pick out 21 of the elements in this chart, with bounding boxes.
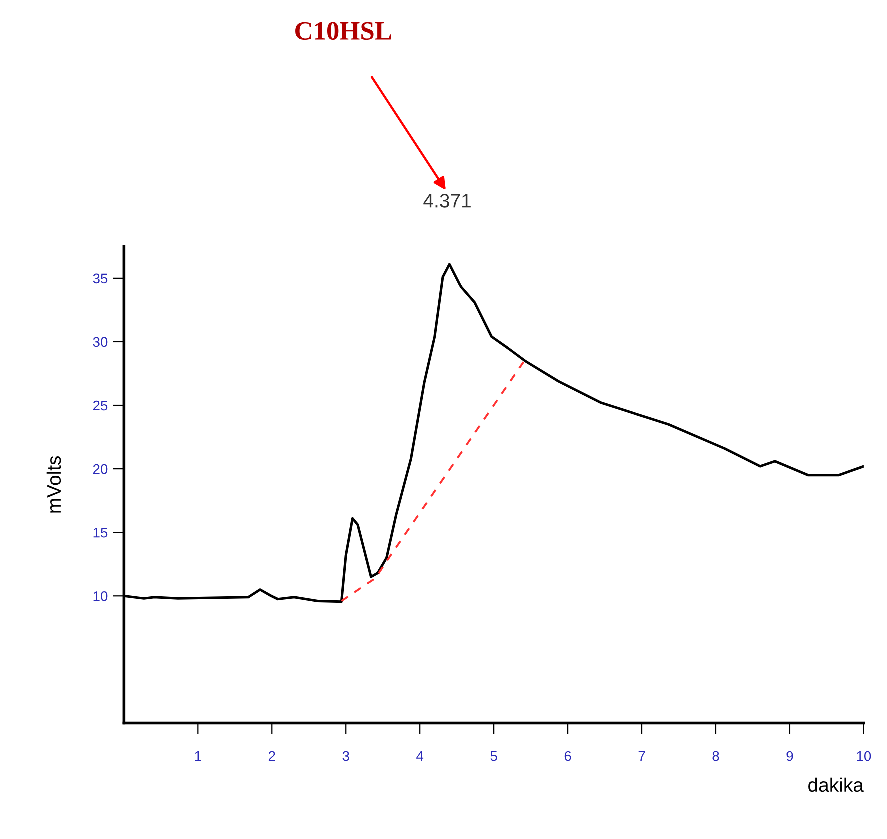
y-tick-label: 15: [94, 528, 108, 538]
x-tick-label: 5: [490, 752, 498, 762]
x-tick-label: 4: [416, 752, 424, 762]
annotation: 4.371: [424, 194, 471, 208]
line-series: [340, 361, 525, 602]
x-tick-label: 6: [564, 751, 572, 762]
x-tick-label: 3: [342, 751, 350, 762]
y-tick-label: 10: [94, 591, 108, 602]
x-tick-label: 9: [786, 751, 794, 762]
y-axis-title: mVolts: [46, 456, 62, 513]
x-tick-label: 8: [712, 751, 720, 762]
x-tick-label: 1: [195, 752, 202, 762]
y-tick-label: 35: [93, 274, 108, 284]
text: C10HSL: [296, 22, 392, 40]
x-tick-label: 2: [268, 751, 276, 762]
y-tick-label: 25: [93, 400, 108, 411]
x-axis-title: dakika: [808, 778, 864, 792]
x-tick-label: 7: [638, 752, 646, 762]
x-tick-label: 10: [857, 751, 872, 762]
y-tick-label: 20: [93, 464, 108, 474]
y-tick-label: 30: [93, 337, 108, 348]
